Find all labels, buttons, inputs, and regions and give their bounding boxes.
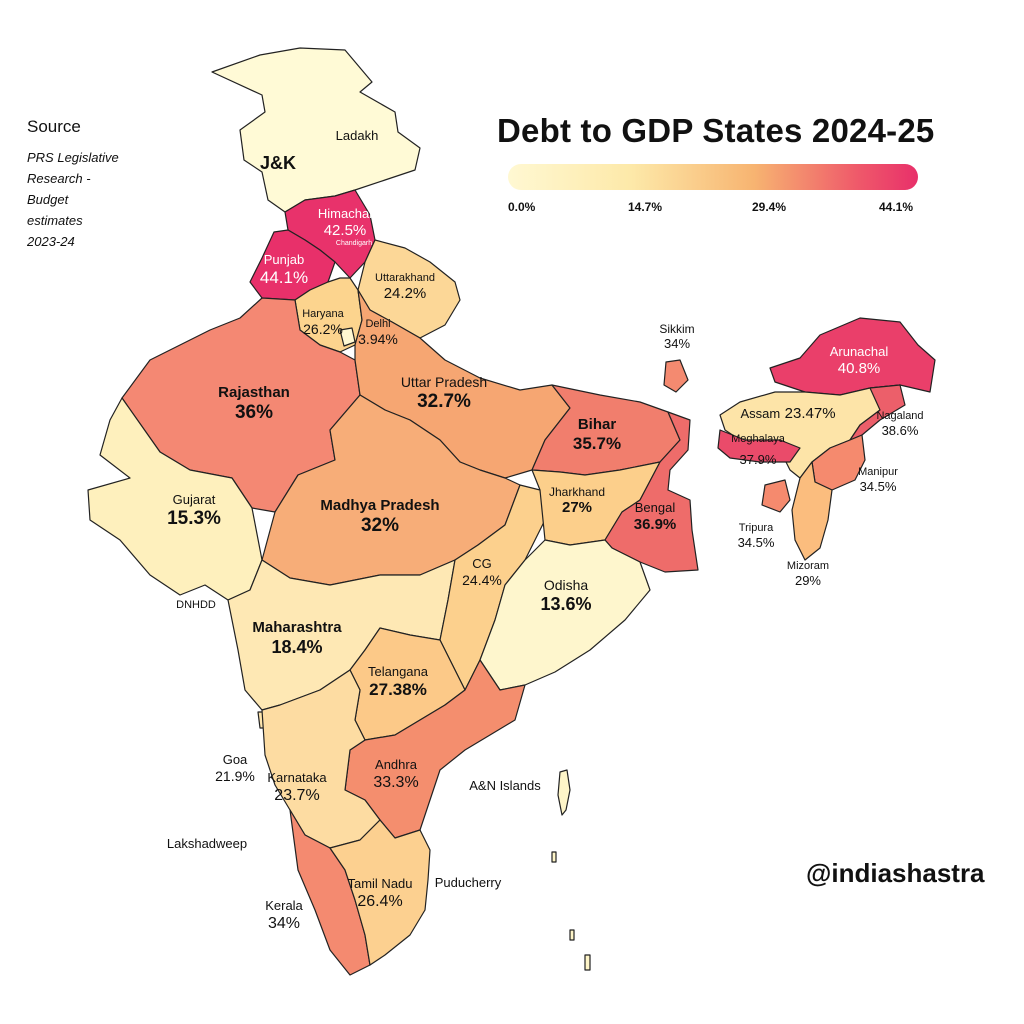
source-line: 2023-24: [27, 234, 75, 249]
label-odisha: Odisha 13.6%: [540, 577, 592, 614]
label-chandigarh: Chandigarh: [335, 240, 373, 247]
legend-color-bar: [508, 164, 918, 190]
region-up: [354, 289, 571, 479]
source-line: Research -: [27, 171, 91, 186]
label-himachal: Himachal 42.5%: [317, 206, 373, 239]
label-delhi: Delhi 3.94%: [358, 318, 398, 348]
label-uttarakhand: Uttarakhand 24.2%: [375, 272, 435, 303]
legend-tick: 44.1%: [879, 200, 914, 214]
label-cg: CG 24.4%: [462, 556, 502, 588]
legend-tick: 29.4%: [752, 200, 787, 214]
label-tripura: Tripura 34.5%: [737, 522, 775, 551]
region-jk-ladakh: [211, 47, 421, 213]
label-tamilnadu: Tamil Nadu 26.4%: [347, 876, 413, 910]
region-karnataka: [261, 669, 381, 849]
label-rajasthan: Rajasthan 36%: [218, 384, 290, 423]
region-an-islands: [551, 769, 591, 971]
label-jk: J&K: [259, 153, 297, 173]
source-line: Budget: [27, 192, 69, 207]
label-haryana: Haryana 26.2%: [302, 308, 344, 338]
source-text: PRS Legislative Research - Budget estima…: [27, 147, 119, 252]
label-sikkim: Sikkim 34%: [659, 322, 695, 352]
source-heading: Source: [27, 117, 81, 136]
region-sikkim: [663, 359, 689, 393]
label-meghalaya: Meghalaya 37.9%: [731, 433, 785, 468]
region-gujarat: [87, 397, 263, 601]
label-assam: Assam 23.47%: [740, 405, 836, 422]
region-odisha: [479, 539, 651, 691]
label-karnataka: Karnataka 23.7%: [267, 770, 327, 804]
label-manipur: Manipur 34.5%: [858, 466, 898, 495]
handle-watermark: @indiashastra: [806, 858, 985, 888]
label-nagaland: Nagaland 38.6%: [876, 410, 924, 439]
label-mizoram: Mizoram 29%: [786, 560, 830, 589]
label-up: Uttar Pradesh 32.7%: [400, 374, 488, 412]
label-kerala: Kerala 34%: [265, 898, 303, 932]
region-tripura: [761, 479, 791, 513]
region-bengal: [604, 411, 699, 573]
label-telangana: Telangana 27.38%: [368, 664, 428, 699]
label-ladakh: Ladakh: [335, 128, 379, 143]
legend-tick: 14.7%: [628, 200, 663, 214]
label-lakshadweep: Lakshadweep: [166, 836, 248, 851]
source-line: PRS Legislative: [27, 150, 119, 165]
label-maharashtra: Maharashtra 18.4%: [252, 619, 342, 657]
source-line: estimates: [27, 213, 83, 228]
region-delhi: [339, 327, 356, 347]
region-meghalaya: [717, 429, 801, 463]
label-goa: Goa 21.9%: [215, 752, 255, 784]
label-arunachal: Arunachal 40.8%: [829, 344, 889, 377]
label-gujarat: Gujarat 15.3%: [167, 492, 221, 529]
label-jharkhand: Jharkhand 27%: [548, 485, 606, 517]
label-dnhdd: DNHDD: [176, 599, 216, 611]
region-mizoram: [791, 461, 833, 561]
label-an-islands: A&N Islands: [469, 778, 541, 793]
label-bengal: Bengal 36.9%: [633, 500, 677, 533]
chart-title: Debt to GDP States 2024-25: [497, 112, 935, 149]
legend-tick: 0.0%: [508, 200, 536, 214]
label-mp: Madhya Pradesh 32%: [320, 497, 440, 536]
label-punjab: Punjab 44.1%: [259, 252, 309, 287]
label-puducherry: Puducherry: [434, 875, 502, 890]
label-bihar: Bihar 35.7%: [572, 416, 622, 453]
region-tamilnadu: [329, 819, 431, 966]
label-andhra: Andhra 33.3%: [373, 757, 419, 791]
